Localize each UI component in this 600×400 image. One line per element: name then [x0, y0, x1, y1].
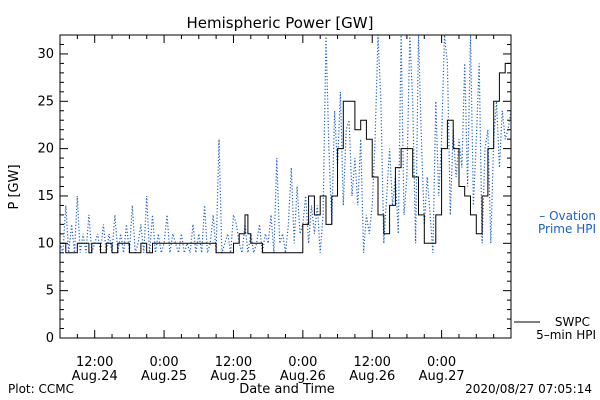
x-tick-date-label: Aug.25 [210, 369, 256, 384]
chart-title: Hemispheric Power [GW] [187, 14, 374, 32]
legend-ovation-line2: Prime HPI [538, 222, 596, 236]
footer-left: Plot: CCMC [8, 382, 74, 396]
y-tick-label: 25 [37, 94, 54, 109]
legend-swpc-line2: 5–min HPI [536, 328, 596, 342]
legend-ovation-line1: – Ovation [539, 209, 596, 223]
x-tick-date-label: Aug.27 [419, 369, 465, 384]
x-tick-date-label: Aug.26 [349, 369, 395, 384]
x-tick-time-label: 12:00 [353, 355, 390, 370]
y-tick-label: 10 [37, 236, 54, 251]
y-tick-label: 15 [37, 189, 54, 204]
x-tick-date-label: Aug.25 [141, 369, 187, 384]
x-axis-ticks: 12:00Aug.240:00Aug.2512:00Aug.250:00Aug.… [59, 35, 512, 384]
y-tick-label: 5 [46, 284, 54, 299]
x-tick-time-label: 0:00 [288, 355, 317, 370]
x-tick-date-label: Aug.26 [280, 369, 326, 384]
y-axis-label: P [GW] [7, 164, 22, 209]
x-tick-time-label: 0:00 [427, 355, 456, 370]
series-line-ovation-prime-hpi [59, 34, 512, 253]
series-layer [59, 34, 512, 254]
legend: – Ovation Prime HPI SWPC 5–min HPI [514, 209, 596, 342]
y-tick-label: 0 [46, 331, 54, 346]
x-tick-time-label: 12:00 [215, 355, 252, 370]
legend-swpc-line1: SWPC [555, 315, 590, 329]
x-axis-label: Date and Time [239, 382, 335, 397]
series-line-swpc-5min-hpi [60, 62, 512, 254]
x-tick-time-label: 12:00 [76, 355, 113, 370]
footer-right: 2020/08/27 07:05:14 [465, 382, 592, 396]
y-tick-label: 30 [37, 47, 54, 62]
x-tick-time-label: 0:00 [149, 355, 178, 370]
x-tick-date-label: Aug.24 [72, 369, 118, 384]
y-axis-ticks: 0 5 10 15 20 25 30 [37, 43, 511, 346]
y-tick-label: 20 [37, 142, 54, 157]
